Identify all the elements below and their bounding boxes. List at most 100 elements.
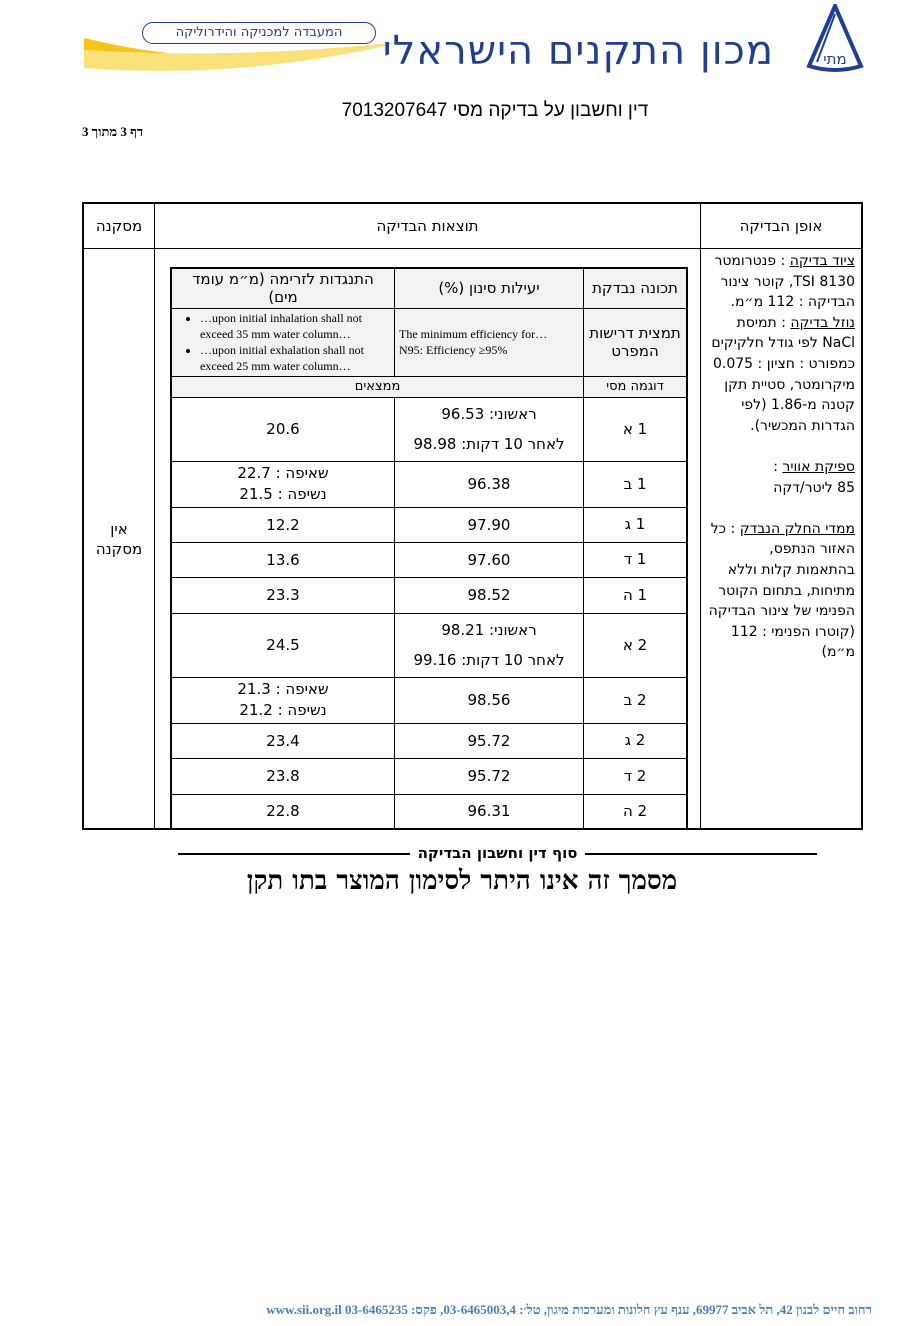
spec-resistance-item: …upon initial exhalation shall not excee…	[200, 342, 390, 374]
resistance-value: 23.3	[170, 576, 395, 614]
footer-address: רחוב חיים לבנון 42, תל אביב 69977, ענף ע…	[266, 1302, 872, 1317]
spec-resistance-item: …upon initial inhalation shall not excee…	[200, 310, 390, 342]
header-efficiency: יעילות סינון (%)	[394, 267, 584, 309]
table-row: 2 ג 95.72 23.4	[170, 722, 688, 759]
sample-id-line: 1 ה	[622, 585, 648, 604]
table-row: 2 ה 96.31 22.8	[170, 793, 688, 830]
sample-id: 1 ה	[583, 576, 688, 614]
header-property: תכונה נבדקת	[583, 267, 688, 309]
efficiency-value: 97.60	[394, 541, 584, 578]
sample-id-line: 2 ג	[624, 731, 646, 749]
table-row: 2 ד 95.72 23.8	[170, 757, 688, 795]
resistance-value: 12.2	[170, 506, 395, 543]
table-row: 1 ה 98.52 23.3	[170, 576, 688, 614]
spec-resistance: …upon initial inhalation shall not excee…	[170, 307, 395, 377]
resistance-value: 20.6	[170, 396, 395, 462]
resistance-value-line: שאיפה : 21.3	[237, 680, 329, 698]
sample-header: דוגמה מסי	[583, 375, 688, 398]
resistance-value-line: 23.8	[266, 767, 300, 785]
resistance-value-line: 24.5	[266, 636, 300, 654]
header-method: אופן הבדיקה	[700, 202, 863, 249]
efficiency-value-line: 98.52	[467, 586, 511, 604]
table-row: 1 ג 97.90 12.2	[170, 506, 688, 543]
resistance-value-line: נשיפה : 21.5	[239, 485, 327, 503]
resistance-value: 13.6	[170, 541, 395, 578]
efficiency-value: ראשוני: 96.53 לאחר 10 דקות: 98.98	[394, 396, 584, 462]
disclaimer: מסמך זה אינו היתר לסימון המוצר בתו תקן	[246, 866, 678, 896]
resistance-value-line: 12.2	[266, 515, 300, 534]
flow-label: ספיקת אוויר	[782, 458, 855, 475]
resistance-value-line: נשיפה : 21.2	[239, 701, 327, 719]
resistance-value-line: 22.8	[266, 802, 300, 821]
spec-efficiency: The minimum efficiency for… N95: Efficien…	[394, 307, 584, 377]
resistance-value: שאיפה : 21.3 נשיפה : 21.2	[170, 676, 395, 724]
sample-id: 2 ה	[583, 793, 688, 830]
sii-emblem-logo: מתי	[806, 4, 864, 72]
efficiency-value-line: 96.31	[467, 802, 511, 821]
efficiency-value: 95.72	[394, 722, 584, 759]
sample-id-line: 1 ג	[624, 515, 646, 533]
resistance-value-line: 20.6	[266, 420, 300, 438]
table-row: 1 א ראשוני: 96.53 לאחר 10 דקות: 98.98 20.6	[170, 396, 688, 462]
svg-text:מתי: מתי	[823, 50, 846, 68]
header-resistance: התנגדות לזרימה (מ״מ עומד מים)	[170, 267, 395, 309]
end-note-text: סוף דין וחשבון הבדיקה	[417, 844, 578, 862]
efficiency-value: 97.90	[394, 506, 584, 543]
efficiency-value-line: 96.38	[467, 475, 511, 493]
table-row: 2 א ראשוני: 98.21 לאחר 10 דקות: 99.16 24.5	[170, 612, 688, 678]
table-row: 1 ב 96.38 שאיפה : 22.7 נשיפה : 21.5	[170, 460, 688, 508]
sample-id: 1 ג	[583, 506, 688, 543]
efficiency-value-line: 95.72	[467, 767, 511, 785]
spec-efficiency-line: The minimum efficiency for…	[399, 327, 548, 341]
resistance-value: 23.4	[170, 722, 395, 759]
sample-id: 2 ב	[583, 676, 688, 724]
efficiency-value-line: 98.56	[467, 691, 511, 709]
method-cell: ציוד בדיקה : פנטרומטר TSI 8130, קוטר צינ…	[700, 248, 863, 830]
spec-efficiency-line: N95: Efficiency ≥95%	[399, 343, 508, 357]
org-name: מכון התקנים הישראלי	[382, 28, 774, 74]
end-note: סוף דין וחשבון הבדיקה	[145, 844, 850, 862]
equipment-label: ציוד בדיקה	[789, 253, 855, 269]
efficiency-value: 98.56	[394, 676, 584, 724]
sample-id: 2 ג	[583, 722, 688, 759]
efficiency-value-line: 95.72	[467, 731, 511, 750]
sample-id: 1 א	[583, 396, 688, 462]
efficiency-value-line: לאחר 10 דקות: 99.16	[413, 651, 565, 669]
equipment-text: פנטרומטר TSI 8130, קוטר צינור הבדיקה : 1…	[714, 253, 855, 311]
aerosol-label: נוזל בדיקה	[790, 314, 855, 331]
efficiency-value-line: ראשוני: 96.53	[441, 405, 537, 423]
efficiency-value-line: 97.90	[467, 515, 511, 534]
findings-header: ממצאים	[170, 375, 584, 398]
resistance-value-line: 23.4	[266, 731, 300, 750]
page-number: דף 3 מתוך 3	[82, 124, 144, 139]
sample-id-line: 2 ה	[622, 801, 648, 820]
efficiency-value-line: 97.60	[467, 550, 511, 569]
resistance-value-line: שאיפה : 22.7	[237, 464, 329, 482]
sample-id-line: 2 ב	[623, 690, 647, 709]
spec-label: תמצית דרישות המפרט	[583, 307, 688, 377]
table-row: 2 ב 98.56 שאיפה : 21.3 נשיפה : 21.2	[170, 676, 688, 724]
report-title: דין וחשבון על בדיקה מסי 7013207647	[341, 100, 649, 121]
flow-text: 85 ליטר/דקה	[773, 479, 855, 496]
header-conclusion: מסקנה	[82, 202, 155, 249]
resistance-value: 23.8	[170, 757, 395, 795]
resistance-value: 22.8	[170, 793, 395, 830]
sample-id: 1 ד	[583, 541, 688, 578]
sample-id: 1 ב	[583, 460, 688, 508]
resistance-value: 24.5	[170, 612, 395, 678]
resistance-value: שאיפה : 22.7 נשיפה : 21.5	[170, 460, 395, 508]
sample-id-line: 1 ד	[623, 550, 647, 568]
sample-id-line: 1 א	[622, 419, 648, 438]
efficiency-value: 95.72	[394, 757, 584, 795]
header-results: תוצאות הבדיקה	[154, 202, 701, 249]
efficiency-value-line: לאחר 10 דקות: 98.98	[413, 435, 565, 453]
efficiency-value: 98.52	[394, 576, 584, 614]
efficiency-value-line: ראשוני: 98.21	[441, 621, 537, 639]
results-inner-table: תכונה נבדקת יעילות סינון (%) התנגדות לזר…	[170, 267, 688, 830]
efficiency-value: 96.38	[394, 460, 584, 508]
sample-id: 2 ד	[583, 757, 688, 795]
dims-label: ממדי החלק הנבדק	[739, 520, 855, 537]
sample-id-line: 2 א	[622, 635, 648, 654]
dims-text: כל האזור הנתפס, בהתאמות קלות וללא מתיחות…	[708, 520, 855, 661]
